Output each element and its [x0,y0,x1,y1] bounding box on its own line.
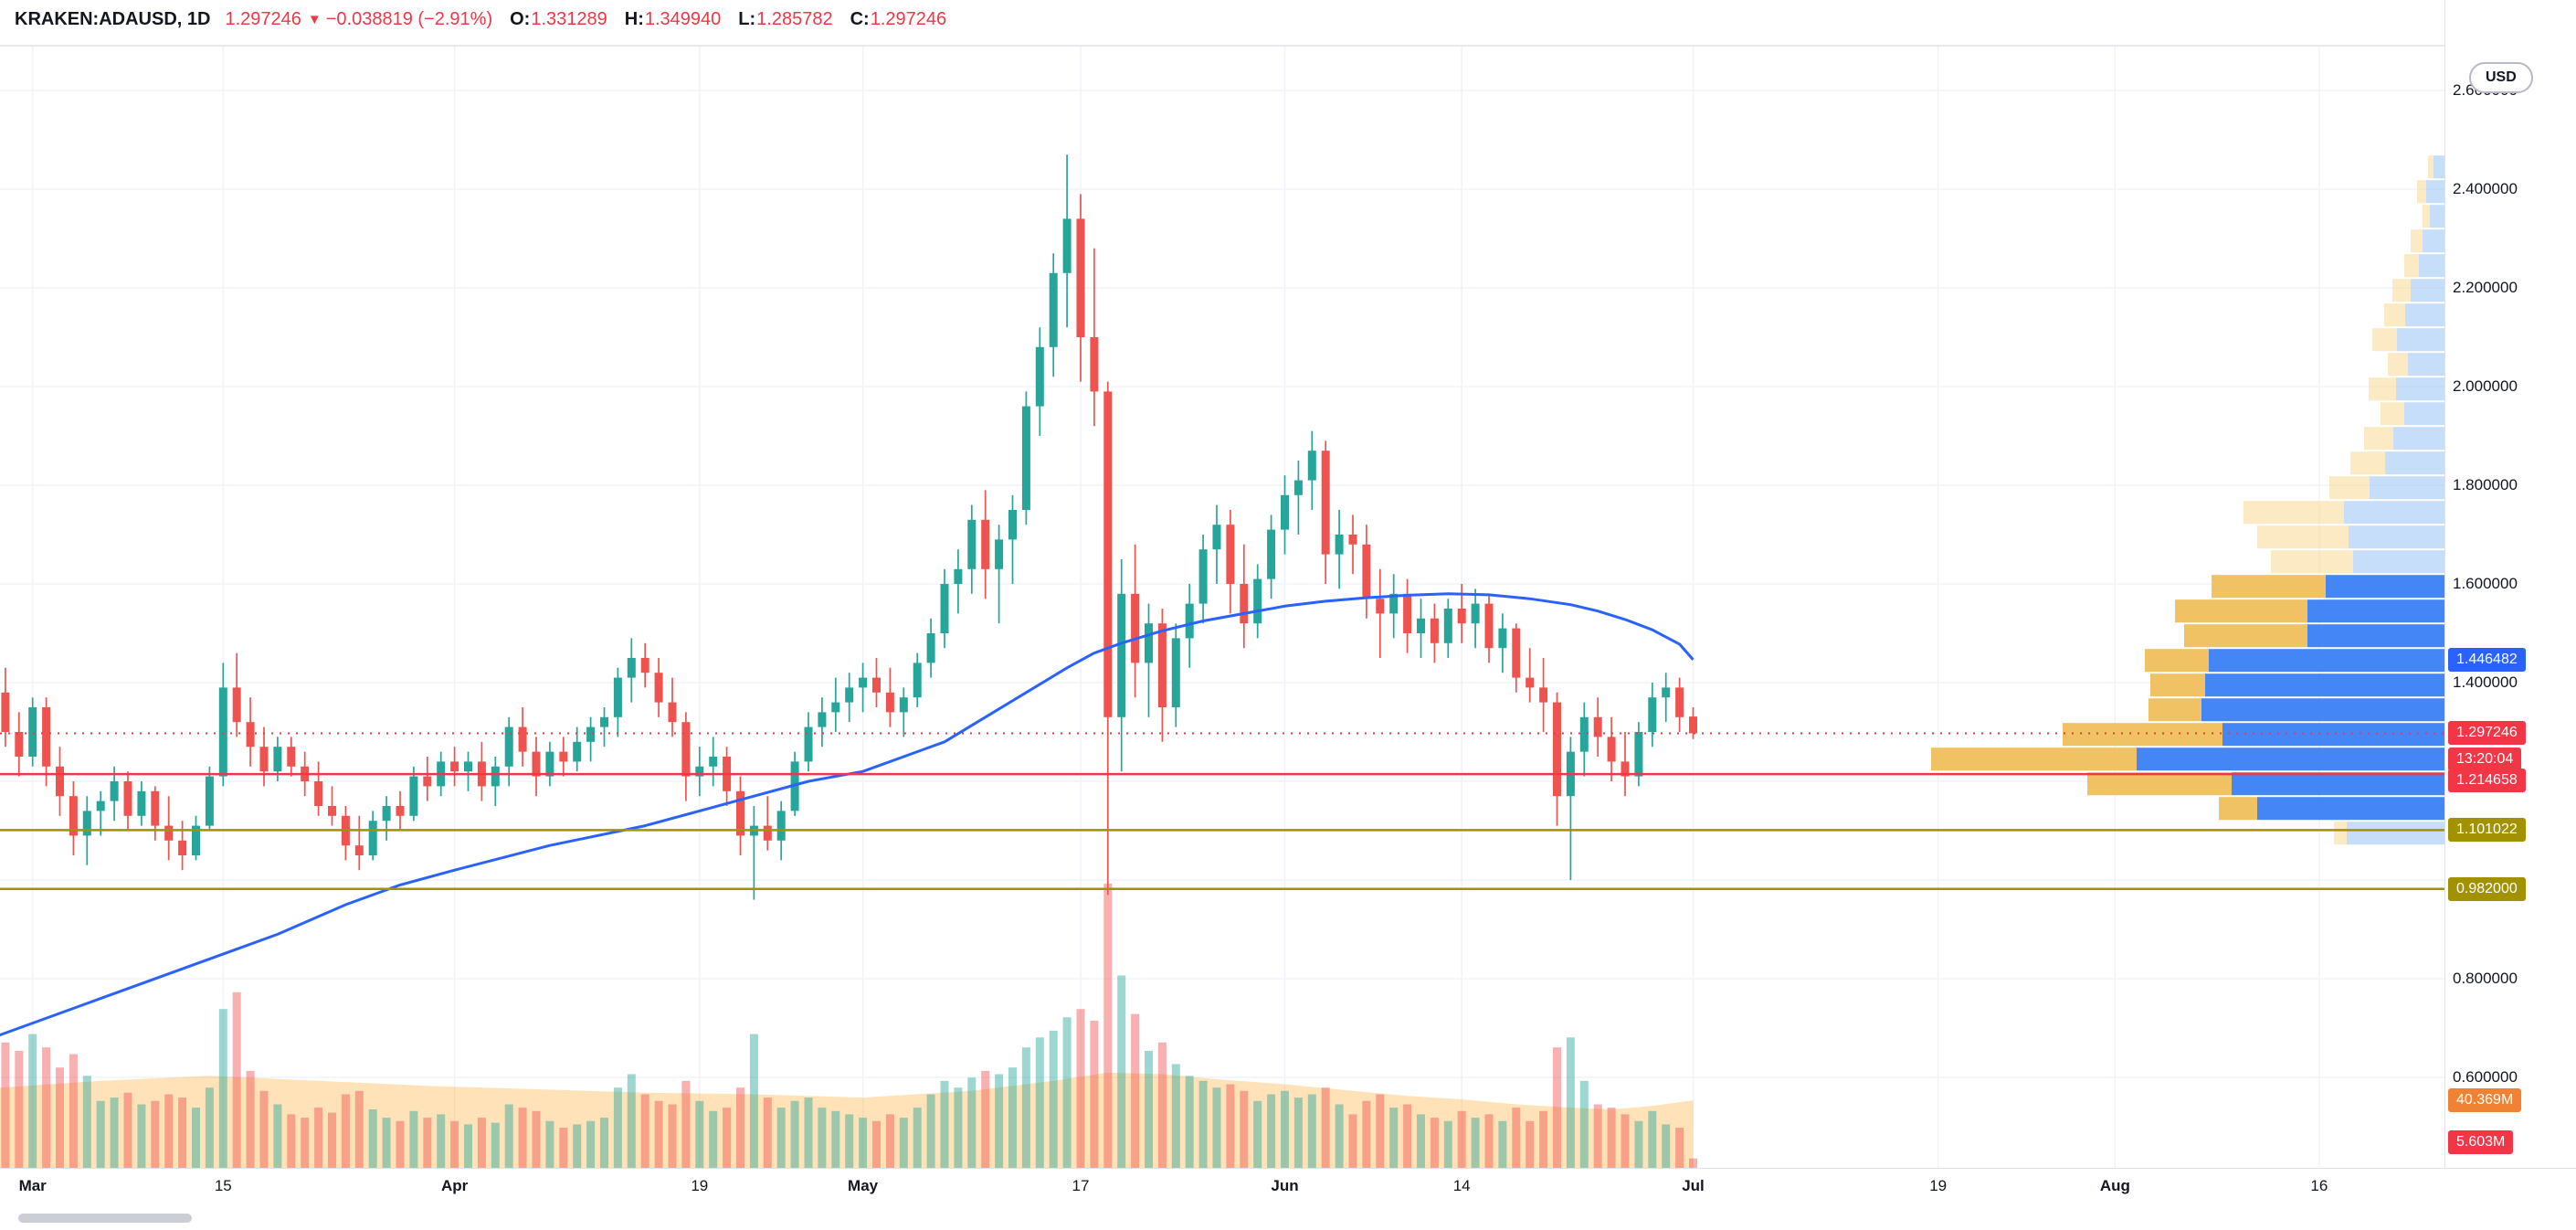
open-label: O: [510,9,531,29]
close-label: C: [850,9,870,29]
price-axis-label: 0.600000 [2453,1068,2518,1086]
currency-toggle-button[interactable]: USD [2469,62,2533,93]
time-axis-label: Jul [1682,1177,1705,1194]
poc-price-badge: 1.214658 [2448,769,2526,793]
time-axis-label: Jun [1271,1177,1299,1194]
time-axis-label: May [848,1177,879,1194]
time-axis-label: 19 [1929,1177,1948,1194]
time-axis-label: Mar [18,1177,47,1194]
high-value: 1.349940 [644,9,722,29]
low-label: L: [738,9,756,29]
bottom-strip [0,1203,2576,1230]
close-value: 1.297246 [870,9,947,29]
price-axis-label: 2.400000 [2453,180,2518,197]
price-axis-label: 1.400000 [2453,673,2518,691]
price-axis-label: 1.800000 [2453,476,2518,493]
volume-ma-badge: 40.369M [2448,1088,2522,1112]
time-axis-label: 14 [1452,1177,1471,1194]
time-axis-label: Aug [2099,1177,2130,1194]
support-line-badge: 0.982000 [2448,876,2526,901]
last-price-badge: 1.297246 [2448,721,2526,746]
symbol-interval-title[interactable]: KRAKEN:ADAUSD, 1D [15,9,211,29]
time-axis-label: 19 [691,1177,709,1194]
time-axis-label: 16 [2310,1177,2328,1194]
time-axis-label: 17 [1072,1177,1090,1194]
last-price: 1.297246 [225,9,301,29]
price-axis-label: 0.800000 [2453,970,2518,987]
time-axis[interactable]: Mar 15 Apr 19 May 17 Jun 14 Jul 19 Aug 16 [0,1168,2576,1203]
support-line-badge: 1.101022 [2448,818,2526,843]
price-chart-canvas[interactable] [0,0,2444,1168]
price-change: −0.038819 (−2.91%) [325,9,493,29]
chart-legend: KRAKEN:ADAUSD, 1D 1.297246 ▼ −0.038819 (… [15,9,953,30]
ma-value-badge: 1.446482 [2448,647,2526,672]
bottom-scrollbar[interactable] [18,1214,192,1223]
countdown-badge: 13:20:04 [2448,748,2522,772]
time-axis-label: Apr [440,1177,469,1194]
open-value: 1.331289 [531,9,607,29]
volume-value-badge: 5.603M [2448,1130,2514,1154]
price-axis-label: 2.200000 [2453,279,2518,296]
low-value: 1.285782 [756,9,833,29]
time-axis-label: 15 [214,1177,232,1194]
price-axis[interactable]: USD 2.6000002.4000002.2000002.0000001.80… [2444,0,2576,1168]
high-label: H: [624,9,644,29]
price-axis-label: 2.000000 [2453,377,2518,395]
price-axis-label: 1.600000 [2453,575,2518,592]
price-down-arrow-icon: ▼ [307,12,322,27]
